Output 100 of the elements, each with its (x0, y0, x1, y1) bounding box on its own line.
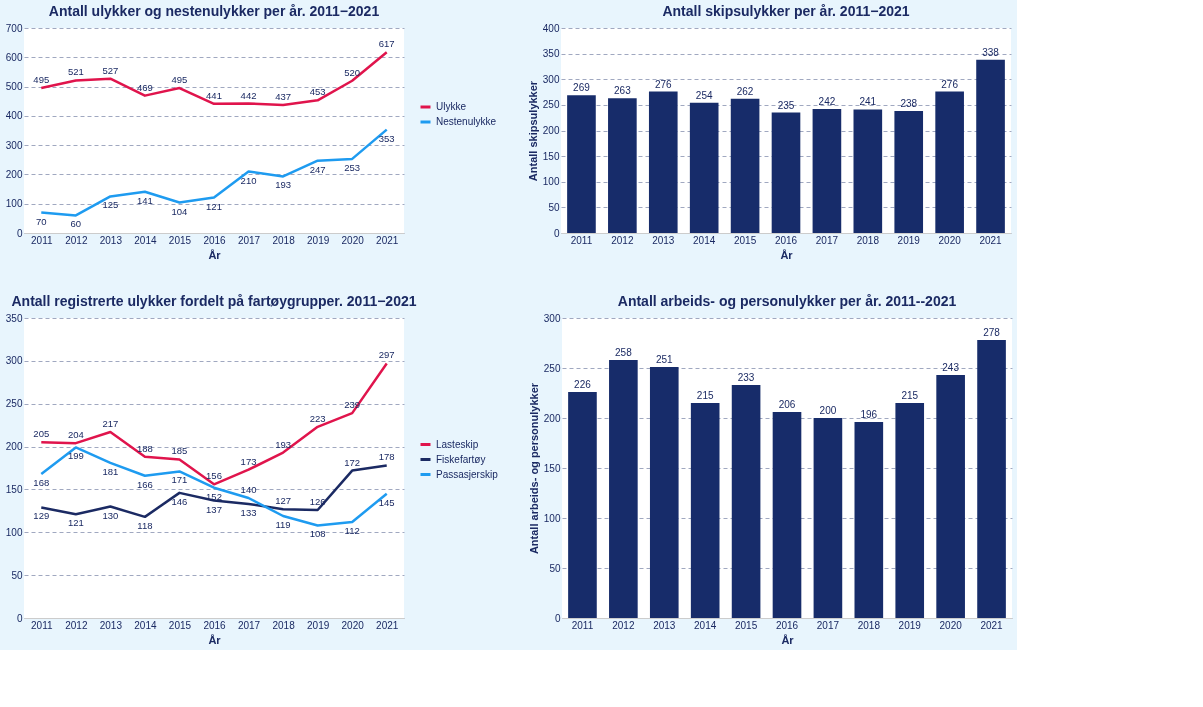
x-tick-label: 2015 (733, 234, 757, 246)
data-label: 437 (275, 91, 292, 103)
bar (976, 59, 1005, 233)
bar (731, 385, 761, 618)
x-tick-label: 2013 (653, 619, 676, 631)
bar (936, 375, 965, 618)
data-label: 141 (136, 194, 153, 206)
y-tick-label: 150 (543, 462, 561, 474)
x-tick-label: 2011 (31, 234, 53, 246)
y-tick-label: 200 (543, 412, 561, 424)
data-label: 121 (206, 200, 222, 212)
x-tick-label: 2020 (938, 234, 962, 246)
x-tick-label: 2015 (734, 619, 758, 631)
x-axis-title: År (208, 633, 222, 646)
x-tick-label: 2014 (134, 234, 157, 246)
data-label: 70 (35, 215, 47, 227)
bar (690, 403, 720, 618)
y-tick-label: 0 (553, 227, 560, 239)
data-label: 253 (344, 161, 361, 173)
data-label: 196 (860, 409, 878, 420)
data-label: 145 (378, 496, 395, 508)
data-label: 469 (136, 81, 153, 93)
bar (609, 360, 638, 618)
x-axis-title: År (208, 248, 222, 261)
y-tick-label: 350 (5, 312, 23, 324)
y-tick-label: 300 (5, 139, 23, 151)
x-tick-label: 2012 (612, 619, 635, 631)
x-tick-label: 2019 (307, 234, 330, 246)
bar (649, 367, 679, 618)
x-tick-label: 2019 (897, 234, 921, 246)
bar (608, 98, 637, 233)
y-axis-title: Antall skipsulykker (526, 80, 539, 182)
data-label: 146 (171, 495, 188, 507)
legend-label: Ulykke (436, 101, 467, 112)
data-label: 204 (67, 429, 84, 441)
data-label: 453 (309, 86, 326, 98)
data-label: 199 (67, 450, 84, 462)
x-tick-label: 2014 (694, 619, 717, 631)
x-tick-label: 2014 (134, 619, 157, 631)
x-tick-label: 2021 (979, 234, 1003, 246)
x-tick-label: 2019 (307, 619, 330, 631)
y-tick-label: 500 (5, 81, 23, 93)
data-label: 223 (309, 412, 326, 424)
data-label: 140 (240, 484, 257, 495)
data-label: 156 (206, 470, 222, 482)
y-tick-label: 600 (5, 51, 23, 63)
data-label: 172 (344, 456, 361, 468)
y-tick-label: 0 (554, 612, 561, 624)
chart-title: Antall ulykker og nestenulykker per år. 2011−2021 (48, 3, 380, 19)
data-label: 263 (614, 85, 632, 97)
data-label: 441 (206, 89, 222, 101)
data-label: 235 (777, 99, 795, 111)
x-tick-label: 2012 (65, 619, 88, 631)
data-label: 125 (102, 199, 119, 211)
x-tick-label: 2017 (816, 619, 840, 631)
bar (771, 112, 801, 233)
y-tick-label: 300 (542, 73, 560, 85)
data-label: 269 (573, 82, 591, 94)
y-tick-label: 250 (5, 398, 23, 410)
y-tick-label: 150 (542, 150, 560, 162)
x-tick-label: 2018 (272, 234, 296, 246)
x-tick-label: 2015 (168, 234, 192, 246)
legend-label: Passasjerskip (436, 468, 499, 480)
data-label: 206 (778, 399, 796, 410)
data-label: 185 (171, 445, 188, 457)
data-label: 104 (171, 205, 188, 217)
legend-label: Fiskefartøy (436, 453, 486, 465)
data-label: 178 (378, 451, 395, 463)
data-label: 247 (309, 163, 326, 175)
x-tick-label: 2016 (203, 234, 227, 246)
x-axis-title: År (781, 633, 795, 646)
y-tick-label: 100 (542, 176, 560, 188)
data-label: 166 (136, 478, 153, 490)
x-axis-title: År (780, 248, 794, 261)
data-label: 137 (206, 503, 222, 515)
x-tick-label: 2016 (774, 234, 798, 246)
x-tick-label: 2012 (65, 234, 88, 246)
x-tick-label: 2018 (856, 234, 880, 246)
data-label: 242 (818, 95, 836, 107)
x-tick-label: 2015 (168, 619, 192, 631)
data-label: 129 (33, 510, 50, 522)
x-tick-label: 2020 (939, 619, 963, 631)
bar (935, 91, 964, 233)
bar (977, 340, 1006, 618)
data-label: 353 (378, 132, 395, 144)
data-label: 173 (240, 455, 257, 467)
x-tick-label: 2021 (980, 619, 1004, 631)
y-tick-label: 300 (5, 355, 23, 367)
y-tick-label: 200 (5, 168, 23, 180)
bar (854, 422, 884, 618)
x-tick-label: 2017 (237, 234, 261, 246)
y-tick-label: 0 (16, 227, 23, 239)
x-tick-label: 2011 (31, 619, 53, 631)
data-label: 200 (819, 405, 837, 416)
data-label: 127 (275, 495, 292, 507)
data-label: 278 (983, 327, 1001, 338)
data-label: 118 (137, 519, 153, 531)
x-tick-label: 2021 (376, 619, 399, 631)
data-label: 258 (615, 347, 633, 358)
legend-label: Lasteskip (436, 438, 479, 450)
